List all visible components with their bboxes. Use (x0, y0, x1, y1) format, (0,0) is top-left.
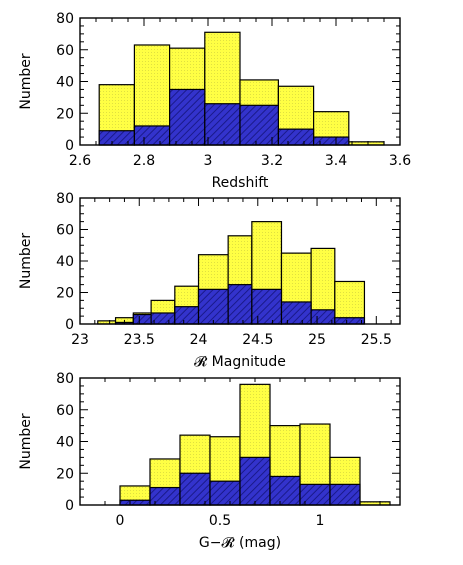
x-tick-label: 2.8 (133, 153, 155, 169)
y-tick-label: 60 (56, 223, 74, 239)
x-axis-label: G−𝓡 (mag) (199, 535, 281, 551)
bar-subset (334, 317, 366, 325)
bar-subset (204, 103, 241, 146)
bar-subset (179, 472, 211, 506)
x-tick-label: 24.5 (242, 332, 273, 348)
x-tick-label: 3.2 (261, 153, 283, 169)
y-tick-label: 40 (56, 75, 74, 91)
histogram-panel-2: 23 23.5 24 24.5 25 25.5 0 20 40 60 80 𝓡 Magnitude Nu… (18, 191, 401, 370)
x-axis-label: Redshift (212, 175, 269, 191)
histogram-panel-1: 2.6 2.8 3 3.2 3.4 3.6 0 20 40 60 80 Redshift Number (18, 11, 411, 191)
bar-subset (119, 499, 151, 506)
y-tick-label: 60 (56, 403, 74, 419)
bar-subset (239, 104, 280, 146)
x-tick-label: 24 (190, 332, 208, 348)
y-tick-label: 20 (56, 466, 74, 482)
y-tick-label: 0 (65, 317, 74, 333)
x-tick-label: 23.5 (124, 332, 155, 348)
bar-subset (277, 128, 315, 146)
bar-subset (169, 88, 206, 146)
histogram-panel-3: 0 0.5 1 0 20 40 60 80 G−𝓡 (mag) Number (18, 371, 401, 551)
x-tick-label: 2.6 (69, 153, 91, 169)
bar-subset (133, 125, 171, 146)
x-tick-label: 25 (308, 332, 326, 348)
bar-subset (251, 288, 283, 325)
y-axis-label: Number (18, 413, 34, 469)
x-axis-label: 𝓡 Magnitude (194, 354, 286, 370)
y-axis-label: Number (18, 233, 34, 289)
y-tick-label: 80 (56, 371, 74, 387)
x-tick-label: 25.5 (361, 332, 392, 348)
bar-subset (280, 301, 312, 325)
bar-subset (269, 475, 301, 506)
x-tick-label: 1 (316, 513, 325, 529)
bar-subset (132, 313, 152, 325)
y-tick-label: 80 (56, 11, 74, 27)
y-tick-label: 60 (56, 43, 74, 59)
x-tick-label: 3.6 (389, 153, 411, 169)
y-tick-label: 20 (56, 106, 74, 122)
y-axis-label: Number (18, 53, 34, 109)
bar-subset (310, 309, 336, 325)
bar-subset (227, 284, 253, 325)
bar-subset (150, 312, 176, 325)
y-tick-label: 40 (56, 254, 74, 270)
bar-subset (209, 480, 241, 506)
bar-subset (197, 288, 229, 325)
x-tick-label: 3.4 (325, 153, 347, 169)
bar-subset (174, 306, 200, 325)
x-tick-label: 3 (204, 153, 213, 169)
x-tick-label: 0.5 (209, 513, 231, 529)
bar-subset (98, 130, 135, 146)
y-tick-label: 20 (56, 286, 74, 302)
y-tick-label: 40 (56, 435, 74, 451)
x-tick-label: 0 (116, 513, 125, 529)
x-tick-label: 23 (71, 332, 89, 348)
y-tick-label: 0 (65, 498, 74, 514)
y-tick-label: 80 (56, 191, 74, 207)
y-tick-label: 0 (65, 138, 74, 154)
bar-subset (313, 136, 350, 146)
bar-subset (239, 456, 271, 506)
